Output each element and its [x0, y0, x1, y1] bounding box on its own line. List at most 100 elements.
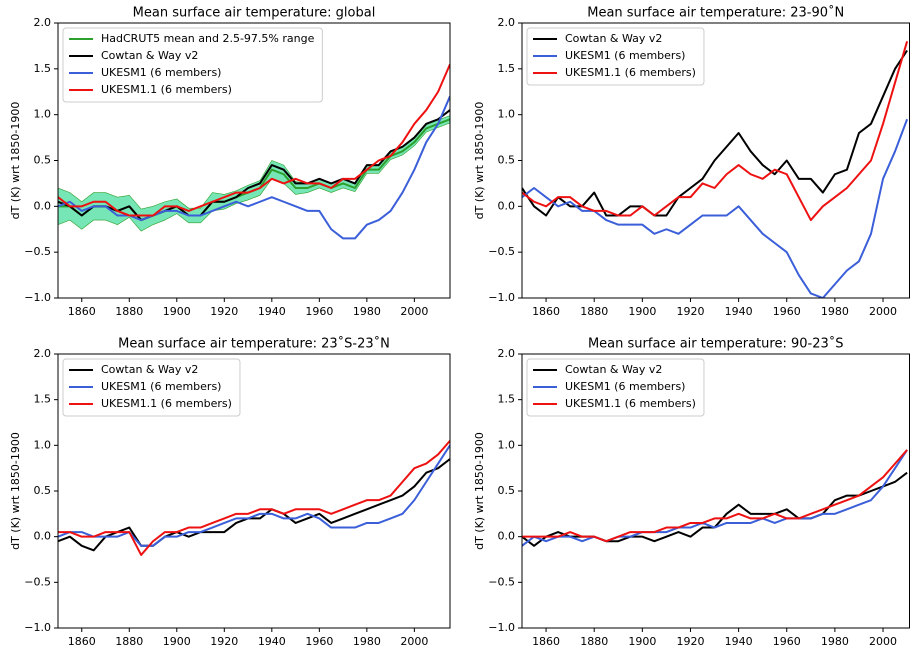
- y-axis-label: dT (K) wrt 1850-1900: [9, 432, 22, 550]
- panel: Mean surface air temperature: 23˚S-23˚N d…: [9, 336, 451, 648]
- x-tick-label: 1860: [68, 305, 96, 318]
- legend-label: UKESM1 (6 members): [565, 380, 685, 393]
- legend-label: Cowtan & Way v2: [565, 363, 662, 376]
- x-tick-label: 1880: [580, 305, 608, 318]
- x-tick-label: 1920: [676, 635, 704, 648]
- panel: Mean surface air temperature: 90-23˚S dT …: [473, 336, 910, 648]
- series-line: [58, 440, 450, 556]
- legend-label: UKESM1.1 (6 members): [565, 66, 696, 79]
- series-line: [522, 41, 909, 222]
- legend-box: [526, 358, 705, 417]
- y-tick-label: −0.5: [24, 245, 51, 258]
- legend-label: UKESM1 (6 members): [565, 49, 685, 62]
- legend-label: UKESM1.1 (6 members): [101, 83, 232, 96]
- legend-label: UKESM1 (6 members): [101, 380, 221, 393]
- chart-title: Mean surface air temperature: global: [133, 6, 376, 21]
- y-tick-label: 2.0: [34, 16, 52, 29]
- chart-title: Mean surface air temperature: 23˚S-23˚N: [118, 336, 390, 352]
- y-tick-label: 0.0: [498, 530, 516, 543]
- x-tick-label: 1940: [258, 635, 286, 648]
- legend-label: HadCRUT5 mean and 2.5-97.5% range: [101, 32, 315, 45]
- y-tick-label: 1.0: [34, 438, 52, 451]
- axes-frame: [57, 353, 451, 629]
- y-tick-label: −0.5: [488, 575, 515, 588]
- panel: Mean surface air temperature: global dT (…: [9, 6, 451, 318]
- x-tick-label: 1940: [725, 305, 753, 318]
- y-tick-label: 1.5: [498, 393, 516, 406]
- y-tick-label: −0.5: [488, 245, 515, 258]
- range-band: [58, 115, 450, 232]
- x-tick-label: 1880: [580, 635, 608, 648]
- series-line: [58, 95, 450, 240]
- x-tick-label: 1860: [532, 305, 560, 318]
- chart-title: Mean surface air temperature: 90-23˚S: [588, 336, 844, 352]
- series-line: [58, 444, 450, 547]
- y-tick-label: 0.5: [498, 484, 516, 497]
- x-tick-label: 1900: [628, 305, 656, 318]
- x-tick-label: 2000: [869, 305, 897, 318]
- y-tick-label: 1.0: [498, 108, 516, 121]
- x-tick-label: 1900: [163, 305, 191, 318]
- legend: Cowtan & Way v2 UKESM1 (6 members) UKESM1.…: [62, 358, 241, 417]
- x-tick-label: 1860: [532, 635, 560, 648]
- chart-title: Mean surface air temperature: 23-90˚N: [587, 5, 844, 21]
- y-tick-label: 0.5: [498, 154, 516, 167]
- y-tick-label: 2.0: [34, 347, 52, 360]
- legend-box: [62, 27, 323, 103]
- series-line: [58, 63, 450, 217]
- y-tick-label: 0.0: [498, 199, 516, 212]
- y-tick-label: 0.5: [34, 484, 52, 497]
- x-tick-label: 1920: [210, 635, 238, 648]
- y-tick-label: −1.0: [488, 621, 515, 634]
- x-tick-label: 1960: [773, 305, 801, 318]
- x-tick-label: 2000: [400, 305, 428, 318]
- y-tick-label: 0.0: [34, 530, 52, 543]
- y-tick-label: −1.0: [488, 291, 515, 304]
- legend-box: [526, 27, 705, 86]
- legend-label: UKESM1.1 (6 members): [565, 397, 696, 410]
- series-line: [522, 449, 908, 543]
- plot-area: [58, 63, 450, 240]
- legend-label: UKESM1.1 (6 members): [101, 397, 232, 410]
- x-tick-label: 2000: [400, 635, 428, 648]
- x-tick-label: 2000: [869, 635, 897, 648]
- y-axis-label: dT (K) wrt 1850-1900: [473, 432, 486, 550]
- series-line: [58, 458, 450, 552]
- legend: Cowtan & Way v2 UKESM1 (6 members) UKESM1.…: [526, 358, 705, 417]
- series-line: [522, 118, 909, 298]
- x-tick-label: 1980: [353, 305, 381, 318]
- x-tick-label: 1920: [676, 305, 704, 318]
- y-tick-label: 1.5: [34, 62, 52, 75]
- x-tick-label: 1980: [821, 635, 849, 648]
- y-tick-label: 0.5: [34, 154, 52, 167]
- y-tick-label: 1.5: [34, 393, 52, 406]
- series-line: [522, 449, 908, 547]
- y-axis-label: dT (K) wrt 1850-1900: [9, 102, 22, 220]
- x-tick-label: 1880: [115, 635, 143, 648]
- x-tick-label: 1940: [725, 635, 753, 648]
- legend-box: [62, 358, 241, 417]
- y-tick-label: −1.0: [24, 621, 51, 634]
- legend-label: Cowtan & Way v2: [565, 32, 662, 45]
- plot-area: [58, 440, 450, 556]
- legend: Cowtan & Way v2 UKESM1 (6 members) UKESM1.…: [526, 27, 705, 86]
- y-tick-label: 0.0: [34, 199, 52, 212]
- x-tick-label: 1880: [115, 305, 143, 318]
- legend: HadCRUT5 mean and 2.5-97.5% range Cowtan …: [62, 27, 323, 103]
- legend-label: Cowtan & Way v2: [101, 49, 198, 62]
- axes-frame: [57, 22, 451, 299]
- x-tick-label: 1860: [68, 635, 96, 648]
- y-tick-label: 2.0: [498, 347, 516, 360]
- legend-label: UKESM1 (6 members): [101, 66, 221, 79]
- x-tick-label: 1920: [210, 305, 238, 318]
- x-tick-label: 1900: [628, 635, 656, 648]
- y-tick-label: 2.0: [498, 16, 516, 29]
- x-tick-label: 1980: [353, 635, 381, 648]
- x-tick-label: 1960: [305, 305, 333, 318]
- y-tick-label: 1.5: [498, 62, 516, 75]
- plot-area: [522, 449, 908, 547]
- x-tick-label: 1960: [305, 635, 333, 648]
- x-tick-label: 1960: [773, 635, 801, 648]
- x-tick-label: 1900: [163, 635, 191, 648]
- y-axis-label: dT (K) wrt 1850-1900: [473, 102, 486, 220]
